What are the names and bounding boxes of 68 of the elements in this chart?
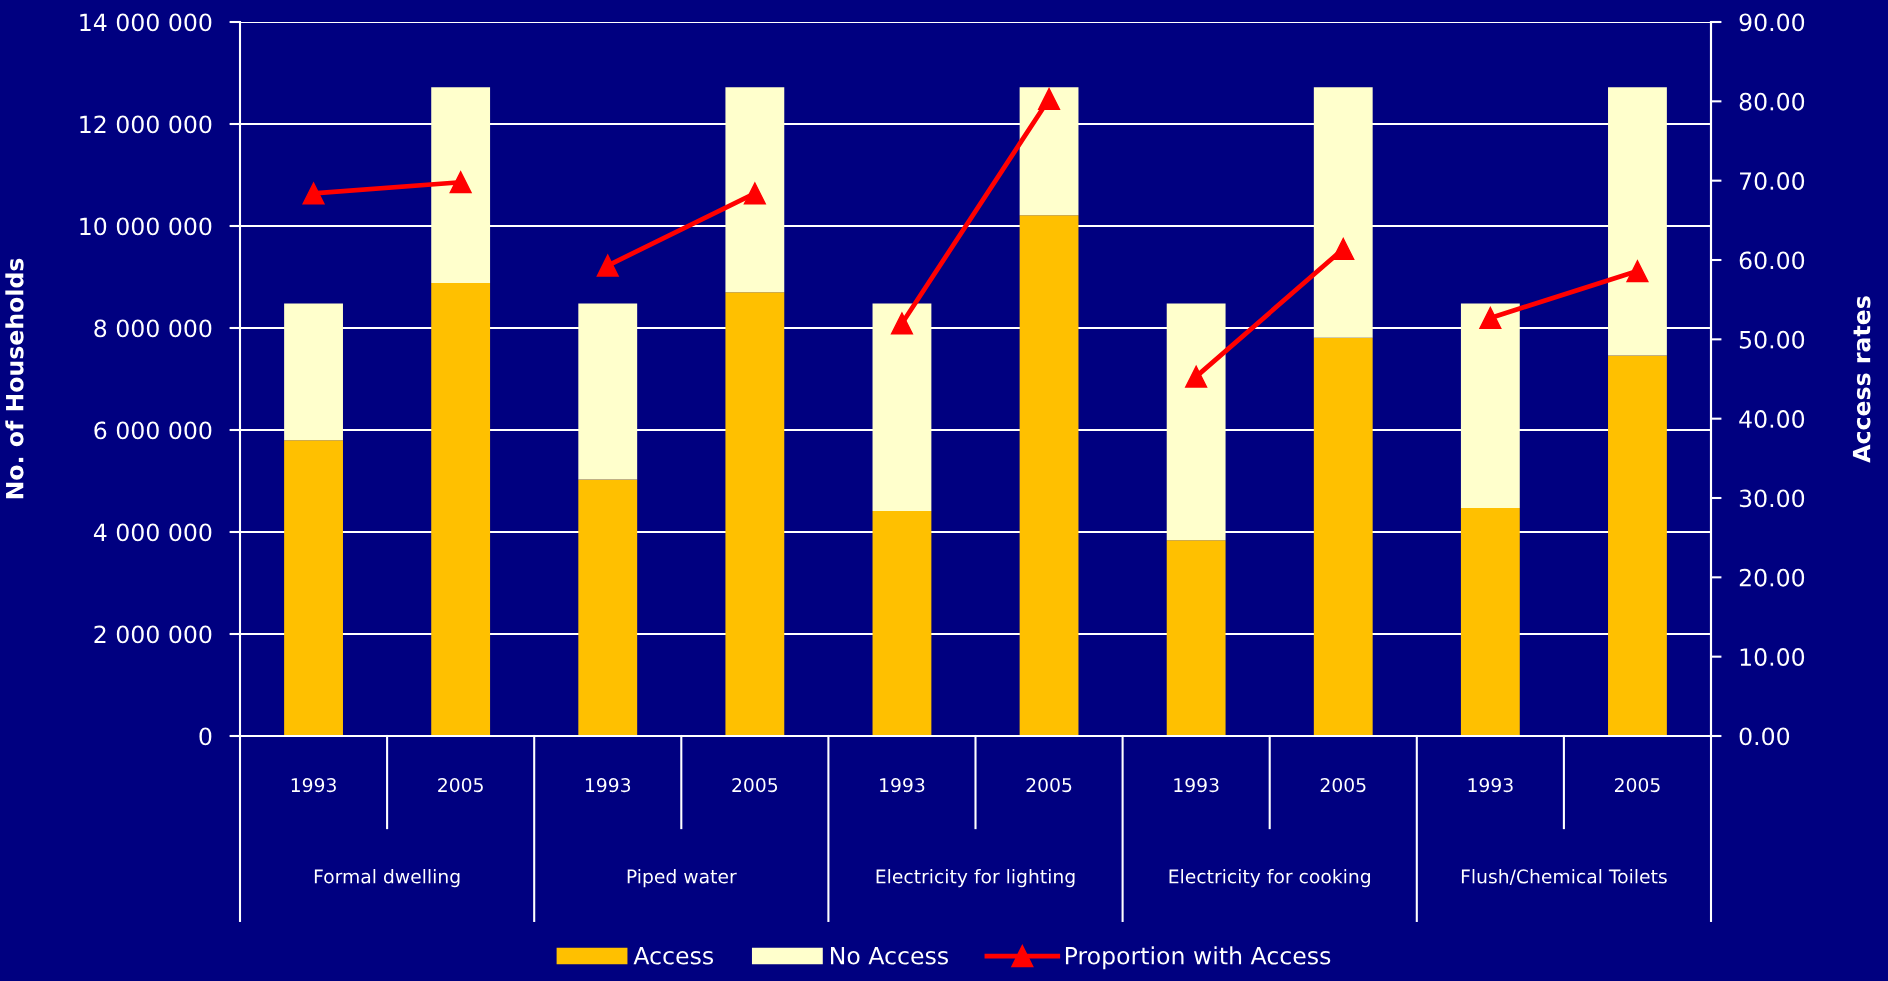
bar — [431, 283, 491, 736]
bar — [284, 303, 343, 441]
point — [1626, 259, 1649, 283]
text: Electricity for lighting — [876, 869, 1075, 888]
bar — [872, 303, 932, 512]
bar — [725, 87, 785, 293]
bar — [431, 87, 491, 284]
y2-tick-label: 90.00 — [1739, 13, 1805, 32]
point — [1479, 306, 1502, 330]
point — [596, 254, 619, 277]
x-tick-label: 2005 — [1026, 778, 1072, 793]
text: Flush/Chemical Toilets — [1461, 869, 1667, 885]
legend-label: Proportion with Access — [1065, 946, 1331, 970]
x-tick-label: 2005 — [732, 778, 778, 793]
point — [890, 312, 914, 335]
x-tick-label: 1993 — [880, 778, 925, 793]
point — [302, 182, 325, 205]
bar — [725, 292, 785, 736]
x-tick-label: 1993 — [1174, 778, 1219, 793]
y-tick-label: 10 000 000 — [80, 217, 212, 236]
x-tick-label: 2005 — [1614, 778, 1660, 793]
text: Formal dwelling — [314, 869, 460, 888]
y-tick-label: 4 000 000 — [93, 523, 212, 542]
y2-tick-label: 40.00 — [1739, 410, 1805, 428]
bar — [1166, 303, 1226, 541]
y2-tick-label: 10.00 — [1740, 648, 1805, 666]
bar — [284, 440, 343, 736]
bar — [1608, 87, 1667, 356]
x-tick-label: 1993 — [291, 778, 336, 793]
bar — [1313, 87, 1373, 338]
bar — [578, 479, 638, 736]
y2-axis-title: Access rates — [1852, 296, 1871, 463]
bar — [1313, 337, 1373, 736]
y2-tick-label: 0.00 — [1739, 727, 1790, 746]
x-tick-label: 2005 — [438, 778, 483, 793]
y2-tick-label: 70.00 — [1740, 172, 1805, 190]
point — [1185, 365, 1208, 388]
y2-tick-label: 20.00 — [1739, 568, 1805, 587]
bar — [1608, 355, 1667, 736]
point — [449, 171, 472, 194]
y2-tick-label: 30.00 — [1739, 489, 1805, 508]
text: Electricity for cooking — [1169, 869, 1370, 888]
bar — [1019, 215, 1079, 736]
point — [1037, 87, 1061, 111]
y2-tick-label: 80.00 — [1739, 92, 1805, 111]
bar — [872, 511, 932, 736]
x-tick-label: 1993 — [1468, 778, 1513, 793]
point — [1332, 237, 1355, 261]
y-tick-label: 12 000 000 — [80, 115, 212, 134]
y2-tick-label: 60.00 — [1739, 251, 1805, 270]
y2-tick-label: 50.00 — [1739, 330, 1805, 349]
bar — [1460, 508, 1520, 736]
y-tick-label: 8 000 000 — [94, 319, 212, 338]
bar — [1460, 303, 1520, 509]
point — [743, 182, 766, 205]
legend-label: Access — [633, 947, 714, 965]
bar — [1166, 540, 1226, 736]
x-tick-label: 1993 — [585, 778, 631, 793]
y-tick-label: 14 000 000 — [80, 13, 212, 32]
x-tick-label: 2005 — [1320, 778, 1366, 793]
bar — [1019, 87, 1079, 216]
legend-label: No Access — [831, 947, 948, 965]
y-tick-label: 2 000 000 — [94, 625, 212, 644]
y-tick-label: 0 — [199, 727, 212, 746]
y-axis-title: No. of Households — [5, 258, 24, 499]
y-tick-label: 6 000 000 — [94, 421, 212, 440]
text: Piped water — [627, 869, 737, 888]
bar — [578, 303, 638, 480]
